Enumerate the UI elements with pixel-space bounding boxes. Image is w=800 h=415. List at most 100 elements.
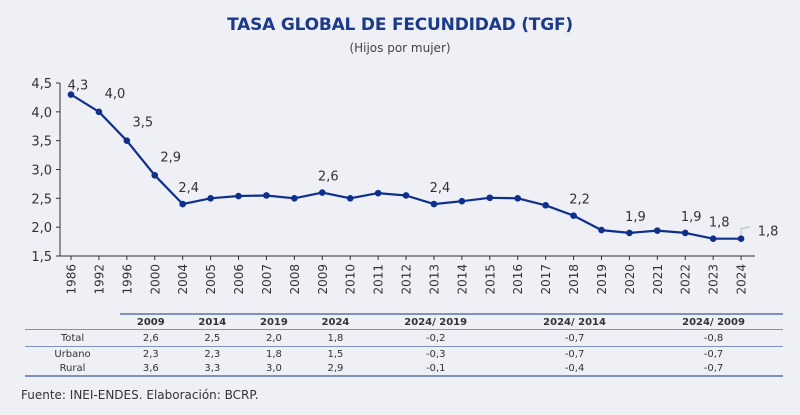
x-tick-label: 2021: [651, 264, 665, 295]
table-cell: 1,8: [265, 348, 282, 360]
table-cell: -0,1: [366, 361, 506, 377]
label-leader-line: [740, 226, 751, 235]
table-cell: 1,5: [327, 348, 344, 360]
x-tick-label: 2009: [316, 264, 330, 295]
data-point: [430, 200, 438, 208]
data-point: [235, 192, 242, 200]
table-cell: -0,7: [703, 348, 724, 360]
data-label: 1,9: [625, 210, 646, 225]
table-cell: -0,8: [644, 329, 783, 347]
table-row-rural: Rural 3,6 3,3 3,0 2,9 -0,1 -0,4 -0,7: [25, 361, 783, 377]
table-row-total: Total 2,6 2,5 2,0 1,8 -0,2 -0,7 -0,8: [25, 329, 783, 347]
y-axis: 1,5 2,0 2,5 3,0 3,5 4,0 4,5: [31, 77, 61, 265]
table-cell: 3,6: [120, 361, 182, 377]
summary-table: 2009 2014 2019 2024 2024/ 2019 2024/ 201…: [25, 313, 783, 377]
x-tick-label: 2015: [483, 264, 497, 295]
data-point: [67, 91, 75, 98]
data-point: [737, 235, 745, 242]
table-cell: -0,7: [644, 361, 783, 377]
table-cell: 3,0: [243, 361, 305, 377]
x-tick-label: 1996: [120, 264, 134, 295]
line-chart: 1,5 2,0 2,5 3,0 3,5 4,0 4,5 1986 1992 1996 2000 20…: [31, 77, 779, 295]
table-cell: 2,3: [204, 348, 221, 360]
x-tick-label: 2018: [567, 264, 581, 295]
data-label: 3,5: [132, 116, 153, 131]
data-point: [598, 226, 605, 234]
x-tick-label: 2020: [623, 264, 637, 295]
table-cell: 2,0: [243, 329, 305, 347]
table-cell: 2,6: [120, 329, 182, 347]
data-point: [458, 197, 466, 205]
x-tick-label: 2010: [344, 264, 358, 295]
table-header-row: 2009 2014 2019 2024 2024/ 2019 2024/ 201…: [25, 313, 783, 330]
y-tick-label: 3,5: [31, 135, 52, 150]
x-tick-label: 2008: [288, 264, 302, 295]
x-tick-label: 2017: [539, 264, 553, 295]
data-point: [179, 200, 186, 208]
table-cell: -0,7: [564, 348, 585, 360]
x-tick-label: 2014: [455, 264, 469, 295]
table-cell: 3,3: [181, 361, 244, 377]
data-label: 2,4: [430, 181, 451, 196]
data-label: 2,9: [160, 150, 181, 165]
chart-subtitle: (Hijos por mujer): [349, 41, 451, 55]
data-labels: 4,3 4,0 3,5 2,9 2,4 2,6 2,4 2,2 1,9 1,9 1,8 1,8: [68, 79, 779, 240]
table-cell: -0,3: [425, 348, 446, 360]
data-point: [514, 195, 522, 202]
column-header: 2024/ 2014: [505, 313, 645, 330]
y-tick-label: 2,5: [31, 192, 52, 207]
x-tick-label: 2023: [707, 264, 721, 295]
data-label: 2,4: [178, 181, 199, 196]
data-point: [318, 189, 326, 196]
data-point: [374, 189, 382, 197]
x-tick-label: 1992: [92, 264, 106, 295]
data-label: 4,3: [68, 79, 89, 94]
column-header: 2024/ 2009: [644, 313, 783, 330]
data-label: 2,2: [569, 193, 590, 208]
series-tgf: [67, 91, 745, 242]
table-cell: 2,9: [304, 361, 367, 377]
column-header: 2024/ 2019: [366, 313, 506, 330]
data-label: 1,8: [709, 216, 730, 231]
x-tick-label: 2024: [735, 264, 749, 295]
data-label: 1,8: [758, 225, 779, 240]
table-cell: 1,8: [304, 329, 367, 347]
column-header: 2009: [120, 313, 182, 330]
data-point: [709, 235, 717, 242]
row-label: Total: [25, 329, 120, 347]
data-point: [570, 212, 577, 219]
x-tick-label: 2006: [232, 264, 246, 295]
data-point: [654, 227, 661, 234]
data-point: [263, 192, 270, 199]
data-point: [626, 229, 633, 237]
x-tick-label: 2000: [148, 264, 162, 295]
y-tick-label: 4,5: [31, 77, 52, 92]
x-tick-label: 2013: [427, 264, 441, 295]
table-corner: [25, 314, 120, 330]
data-point: [681, 229, 689, 237]
x-tick-label: 1986: [65, 264, 79, 295]
column-header: 2024: [304, 313, 367, 330]
data-label: 4,0: [105, 87, 126, 102]
data-label: 1,9: [681, 210, 702, 225]
table-cell: -0,4: [505, 361, 645, 377]
table-cell: 2,5: [181, 329, 244, 347]
row-label: Rural: [25, 361, 120, 377]
x-axis: 1986 1992 1996 2000 2004 2005 2006 2007 2008 2009…: [60, 255, 755, 295]
data-point: [402, 192, 410, 199]
x-tick-label: 2022: [679, 264, 693, 295]
data-label: 2,6: [318, 170, 339, 185]
data-point: [95, 108, 103, 116]
y-tick-label: 4,0: [31, 106, 52, 121]
data-point: [151, 171, 159, 179]
x-tick-label: 2007: [260, 264, 274, 295]
chart-title: TASA GLOBAL DE FECUNDIDAD (TGF): [227, 15, 573, 35]
x-tick-label: 2005: [204, 264, 218, 295]
y-tick-label: 2,0: [31, 221, 52, 236]
data-point: [123, 137, 131, 144]
data-point: [542, 201, 549, 209]
x-tick-label: 2011: [372, 264, 386, 295]
x-tick-label: 2004: [176, 264, 190, 295]
table-row-urbano: Urbano 2,3 2,3 1,8 1,5 -0,3 -0,7 -0,7: [25, 347, 783, 362]
x-tick-label: 2019: [595, 264, 609, 295]
